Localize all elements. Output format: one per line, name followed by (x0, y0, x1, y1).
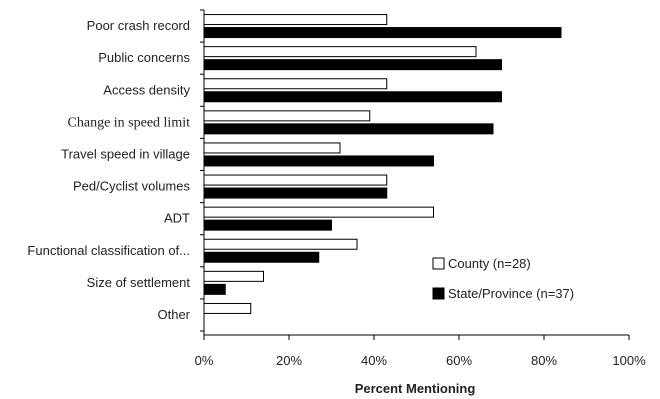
legend-swatch-county (432, 257, 445, 270)
bar-county (203, 174, 388, 186)
bar-county (203, 238, 358, 250)
bar-state-province (203, 155, 434, 167)
x-tick-label: 100% (612, 353, 646, 368)
category-labels: Poor crash record Public concerns Access d… (27, 18, 190, 322)
category-label: Ped/Cyclist volumes (73, 179, 191, 194)
category-label: Size of settlement (87, 275, 191, 290)
category-label: Travel speed in village (61, 146, 190, 161)
x-tick-label: 0% (195, 353, 214, 368)
category-label: ADT (164, 211, 190, 226)
legend: County (n=28) State/Province (n=37) (432, 256, 574, 301)
bar-state-province (203, 251, 320, 263)
category-label: Change in speed limit (68, 115, 191, 130)
category-label: Poor crash record (87, 18, 190, 33)
bar-county (203, 110, 371, 122)
category-label: Other (157, 307, 190, 322)
x-tick-label: 40% (361, 353, 387, 368)
bar-county (203, 270, 264, 282)
legend-swatch-state (432, 287, 445, 300)
x-axis: 0% 20% 40% 60% 80% 100% (195, 9, 646, 368)
bar-county (203, 78, 388, 90)
bar-state-province (203, 91, 502, 103)
bar-state-province (203, 219, 332, 231)
bar-county (203, 302, 252, 314)
bar-state-province (203, 27, 562, 39)
x-tick-label: 80% (531, 353, 557, 368)
bar-state-province (203, 187, 388, 199)
legend-label-county: County (n=28) (448, 256, 531, 271)
bar-state-province (203, 59, 502, 71)
x-tick-label: 20% (276, 353, 302, 368)
bar-county (203, 142, 341, 154)
bar-state-province (203, 283, 226, 295)
category-label: Functional classification of... (27, 243, 190, 258)
bar-county (203, 206, 434, 218)
x-tick-label: 60% (446, 353, 472, 368)
bars-group (203, 14, 562, 314)
legend-label-state: State/Province (n=37) (448, 286, 574, 301)
bar-county (203, 46, 477, 58)
bar-county (203, 14, 388, 26)
x-axis-label: Percent Mentioning (355, 381, 476, 396)
category-label: Public concerns (98, 50, 190, 65)
bar-state-province (203, 123, 494, 135)
category-label: Access density (103, 82, 190, 97)
